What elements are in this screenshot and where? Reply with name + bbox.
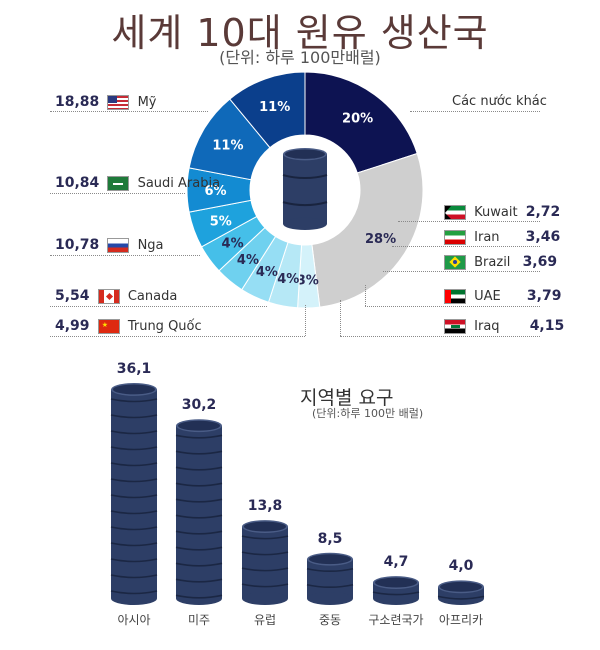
iraq-flag-icon [444,319,466,334]
china-flag-icon: ★ [97,319,120,334]
callout-brazil: Brazil 3,69 [440,254,557,270]
pie-label-kuwait: 3% [297,273,319,288]
bar-4 [306,552,354,605]
page-subtitle: (단위: 하루 100만배럴) [219,48,381,67]
bar-1 [110,383,158,605]
callout-others: Các nước khác [452,94,547,109]
callout-kuwait: Kuwait 2,72 [440,204,560,220]
pie-label-nga: 11% [212,138,243,153]
russia-flag-icon [107,238,130,253]
label-uae: UAE [474,289,501,304]
pie-label-brazil: 4% [256,265,278,280]
bar-value-4: 8,5 [317,530,343,547]
pie-label-iran: 4% [277,272,299,287]
label-iraq: Iraq [474,319,500,334]
oil-barrel-icon [282,148,328,230]
callout-iraq: Iraq 4,15 [440,318,564,334]
callout-saudi: 10,84 Saudi Arabia [55,175,220,191]
pie-slice-m- [304,71,418,174]
value-uae: 3,79 [526,288,562,304]
pie-label-uae: 4% [237,253,259,268]
label-iran: Iran [474,230,500,245]
iran-flag-icon [444,230,466,245]
pie-label-iraq: 4% [222,237,244,252]
label-brazil: Brazil [474,255,511,270]
saudi-flag-icon [107,176,130,191]
value-saudi: 10,84 [55,175,100,191]
label-others: Các nước khác [452,94,547,109]
bar-category-3: 유럽 [253,613,277,627]
uae-flag-icon [444,289,466,304]
callout-usa: 18,88 Mỹ [55,94,157,110]
pie-label-m-: 20% [342,112,373,127]
usa-flag-icon [107,95,130,110]
callout-china: 4,99 ★ Trung Quốc [55,318,202,334]
brazil-flag-icon [444,255,466,270]
bar-category-4: 중동 [318,613,342,627]
callout-canada: 5,54 Canada [55,288,177,304]
bar-value-1: 36,1 [116,361,152,377]
label-usa: Mỹ [137,95,157,110]
value-canada: 5,54 [55,288,90,304]
bar-value-2: 30,2 [181,397,217,414]
page-title: 세계 10대 원유 생산국 [111,11,489,55]
bar-category-6: 아프리카 [438,613,484,627]
callout-russia: 10,78 Nga [55,237,164,253]
bar-value-5: 4,7 [383,554,409,571]
pie-label-c-c-n-c-kh-c: 28% [365,232,396,247]
bar-category-1: 아시아 [117,613,151,627]
bar-category-5: 구소련국가 [368,613,424,627]
value-iran: 3,46 [525,229,561,245]
region-chart-unit: (단위:하루 100만 배럴) [312,407,424,420]
bar-2 [175,419,223,605]
pie-label-saudi-arabia: 11% [259,100,290,115]
label-canada: Canada [127,289,178,304]
bar-value-3: 13,8 [247,498,283,515]
callout-iran: Iran 3,46 [440,229,560,245]
value-china: 4,99 [55,318,90,334]
canada-flag-icon [97,289,120,304]
callout-uae: UAE 3,79 [440,288,561,304]
bar-3 [241,520,289,605]
label-saudi: Saudi Arabia [137,176,221,191]
pie-label-canada: 6% [204,184,226,199]
value-russia: 10,78 [55,237,100,253]
pie-slice-saudi-arabia [229,71,306,149]
bar-5 [372,576,420,605]
value-brazil: 3,69 [522,254,558,270]
bar-value-6: 4,0 [448,558,474,575]
label-russia: Nga [137,238,164,253]
bar-category-2: 미주 [187,613,211,627]
label-china: Trung Quốc [127,319,202,334]
kuwait-flag-icon [444,205,466,220]
pie-label-trung-qu-c: 5% [210,214,232,229]
bar-6 [437,580,485,605]
value-usa: 18,88 [55,94,100,110]
pie-slice-c-c-n-c-kh-c [311,152,424,308]
label-kuwait: Kuwait [474,205,518,220]
value-iraq: 4,15 [529,318,565,334]
region-chart-title: 지역별 요구 [300,387,394,409]
value-kuwait: 2,72 [525,204,561,220]
